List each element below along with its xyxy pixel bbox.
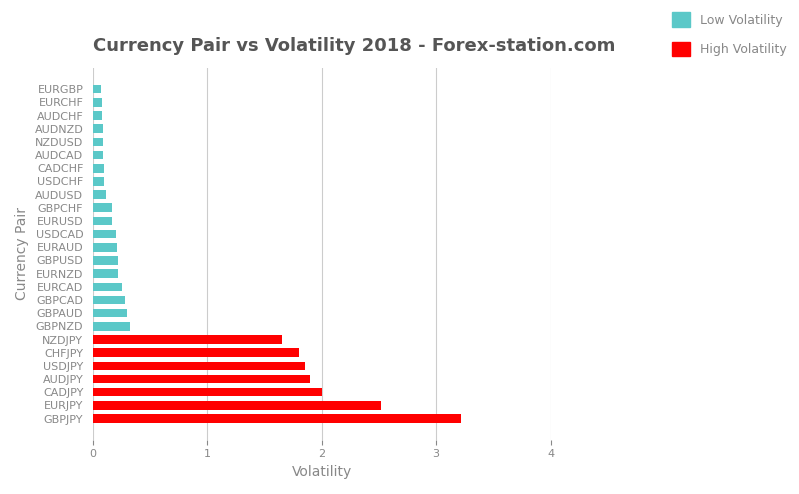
Bar bbox=[93, 98, 102, 107]
Bar bbox=[93, 217, 113, 225]
X-axis label: Volatility: Volatility bbox=[292, 465, 352, 479]
Bar bbox=[93, 309, 127, 318]
Bar bbox=[93, 296, 125, 304]
Bar bbox=[93, 348, 299, 357]
Bar bbox=[93, 401, 381, 410]
Bar bbox=[93, 164, 105, 172]
Bar bbox=[93, 243, 117, 251]
Bar bbox=[93, 124, 103, 133]
Bar bbox=[93, 283, 121, 291]
Bar bbox=[93, 190, 105, 199]
Bar bbox=[93, 111, 102, 120]
Bar bbox=[93, 177, 105, 186]
Legend: Low Volatility, High Volatility: Low Volatility, High Volatility bbox=[666, 6, 793, 63]
Bar bbox=[93, 375, 310, 383]
Y-axis label: Currency Pair: Currency Pair bbox=[15, 207, 29, 300]
Bar bbox=[93, 388, 322, 397]
Bar bbox=[93, 138, 103, 146]
Bar bbox=[93, 362, 304, 370]
Bar bbox=[93, 204, 113, 212]
Bar bbox=[93, 322, 129, 330]
Bar bbox=[93, 85, 101, 93]
Bar bbox=[93, 151, 103, 160]
Bar bbox=[93, 256, 118, 265]
Bar bbox=[93, 335, 282, 344]
Text: Currency Pair vs Volatility 2018 - Forex-station.com: Currency Pair vs Volatility 2018 - Forex… bbox=[93, 38, 615, 55]
Bar bbox=[93, 269, 118, 278]
Bar bbox=[93, 414, 461, 423]
Bar bbox=[93, 230, 116, 239]
